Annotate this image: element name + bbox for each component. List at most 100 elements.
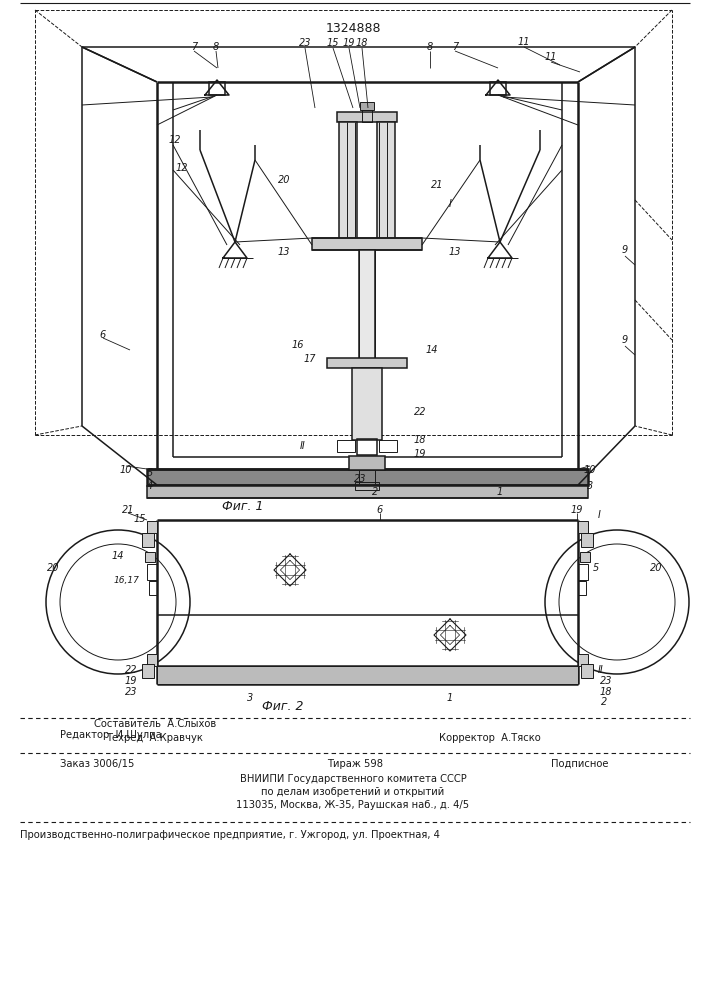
Text: II: II: [300, 441, 306, 451]
Text: 7: 7: [452, 42, 458, 52]
Text: 1: 1: [447, 693, 453, 703]
Text: Тираж 598: Тираж 598: [327, 759, 383, 769]
Bar: [327, 358, 407, 368]
Bar: [359, 250, 375, 360]
Text: 23: 23: [600, 676, 612, 686]
Text: Техред  А.Кравчук: Техред А.Кравчук: [107, 733, 204, 743]
Text: 23: 23: [354, 474, 366, 484]
Text: 21: 21: [122, 505, 134, 515]
Bar: [142, 533, 154, 547]
Bar: [362, 110, 372, 122]
Text: 18: 18: [356, 38, 368, 48]
Bar: [145, 552, 155, 562]
Text: 18: 18: [414, 435, 426, 445]
Text: 22: 22: [124, 665, 137, 675]
Text: 20: 20: [278, 175, 291, 185]
Bar: [349, 456, 385, 470]
Text: по делам изобретений и открытий: по делам изобретений и открытий: [262, 787, 445, 797]
Text: Заказ 3006/15: Заказ 3006/15: [60, 759, 134, 769]
Bar: [147, 486, 588, 498]
Text: 12: 12: [169, 135, 181, 145]
Text: 3: 3: [247, 693, 253, 703]
Bar: [578, 654, 588, 666]
Text: 14: 14: [112, 551, 124, 561]
Text: 15: 15: [327, 38, 339, 48]
Text: I: I: [597, 510, 600, 520]
Text: 5: 5: [593, 563, 599, 573]
Text: 2: 2: [372, 487, 378, 497]
Text: 23: 23: [299, 38, 311, 48]
Text: 11: 11: [545, 52, 557, 62]
Bar: [581, 664, 593, 678]
Bar: [580, 552, 590, 562]
Bar: [360, 102, 374, 110]
Text: 3: 3: [587, 481, 593, 491]
Text: 10: 10: [584, 465, 596, 475]
Text: 17: 17: [304, 354, 316, 364]
Text: 1324888: 1324888: [325, 21, 381, 34]
Bar: [149, 581, 157, 595]
Text: 5: 5: [147, 468, 153, 478]
Text: 20: 20: [650, 563, 662, 573]
Bar: [355, 482, 379, 490]
Text: 23: 23: [124, 687, 137, 697]
Text: 18: 18: [600, 687, 612, 697]
Bar: [157, 666, 578, 684]
Text: 7: 7: [191, 42, 197, 52]
Text: 16: 16: [292, 340, 304, 350]
Text: 19: 19: [414, 449, 426, 459]
Bar: [312, 238, 422, 250]
Text: 4: 4: [147, 481, 153, 491]
Text: 2: 2: [601, 697, 607, 707]
Text: Подписное: Подписное: [551, 759, 609, 769]
Text: I: I: [448, 199, 452, 209]
Text: 21: 21: [431, 180, 443, 190]
Text: Составитель  А.Слыхов: Составитель А.Слыхов: [94, 719, 216, 729]
Text: 11: 11: [518, 37, 530, 47]
Text: 14: 14: [426, 345, 438, 355]
Bar: [142, 664, 154, 678]
Bar: [357, 439, 377, 455]
Bar: [490, 82, 506, 95]
Text: Корректор  А.Тяско: Корректор А.Тяско: [439, 733, 541, 743]
Bar: [379, 440, 397, 452]
Text: Фиг. 1: Фиг. 1: [222, 500, 264, 514]
Bar: [209, 82, 225, 95]
Text: 9: 9: [622, 335, 628, 345]
Text: 13: 13: [449, 247, 461, 257]
Bar: [352, 368, 382, 440]
Text: 9: 9: [622, 245, 628, 255]
Bar: [147, 521, 157, 533]
Text: 1: 1: [497, 487, 503, 497]
Text: ВНИИПИ Государственного комитета СССР: ВНИИПИ Государственного комитета СССР: [240, 774, 467, 784]
Text: 15: 15: [134, 514, 146, 524]
Bar: [377, 122, 395, 240]
Text: 22: 22: [414, 407, 426, 417]
Text: 16,17: 16,17: [114, 576, 140, 584]
Text: 20: 20: [47, 563, 59, 573]
Text: Фиг. 2: Фиг. 2: [262, 700, 304, 714]
Text: II: II: [598, 665, 604, 675]
Text: 113035, Москва, Ж-35, Раушская наб., д. 4/5: 113035, Москва, Ж-35, Раушская наб., д. …: [236, 800, 469, 810]
Text: 10: 10: [119, 465, 132, 475]
Text: 19: 19: [343, 38, 355, 48]
Text: 19: 19: [124, 676, 137, 686]
Bar: [147, 564, 157, 580]
Text: 8: 8: [427, 42, 433, 52]
Bar: [337, 440, 355, 452]
Bar: [578, 521, 588, 533]
Bar: [147, 469, 588, 485]
Bar: [339, 122, 357, 240]
Bar: [581, 533, 593, 547]
Bar: [147, 654, 157, 666]
Text: 6: 6: [377, 505, 383, 515]
Bar: [578, 564, 588, 580]
Text: 13: 13: [278, 247, 291, 257]
Text: 8: 8: [213, 42, 219, 52]
Text: 6: 6: [100, 330, 106, 340]
Text: 12: 12: [176, 163, 188, 173]
Bar: [337, 112, 397, 122]
Text: Производственно-полиграфическое предприятие, г. Ужгород, ул. Проектная, 4: Производственно-полиграфическое предприя…: [20, 830, 440, 840]
Text: 19: 19: [571, 505, 583, 515]
Bar: [578, 581, 586, 595]
